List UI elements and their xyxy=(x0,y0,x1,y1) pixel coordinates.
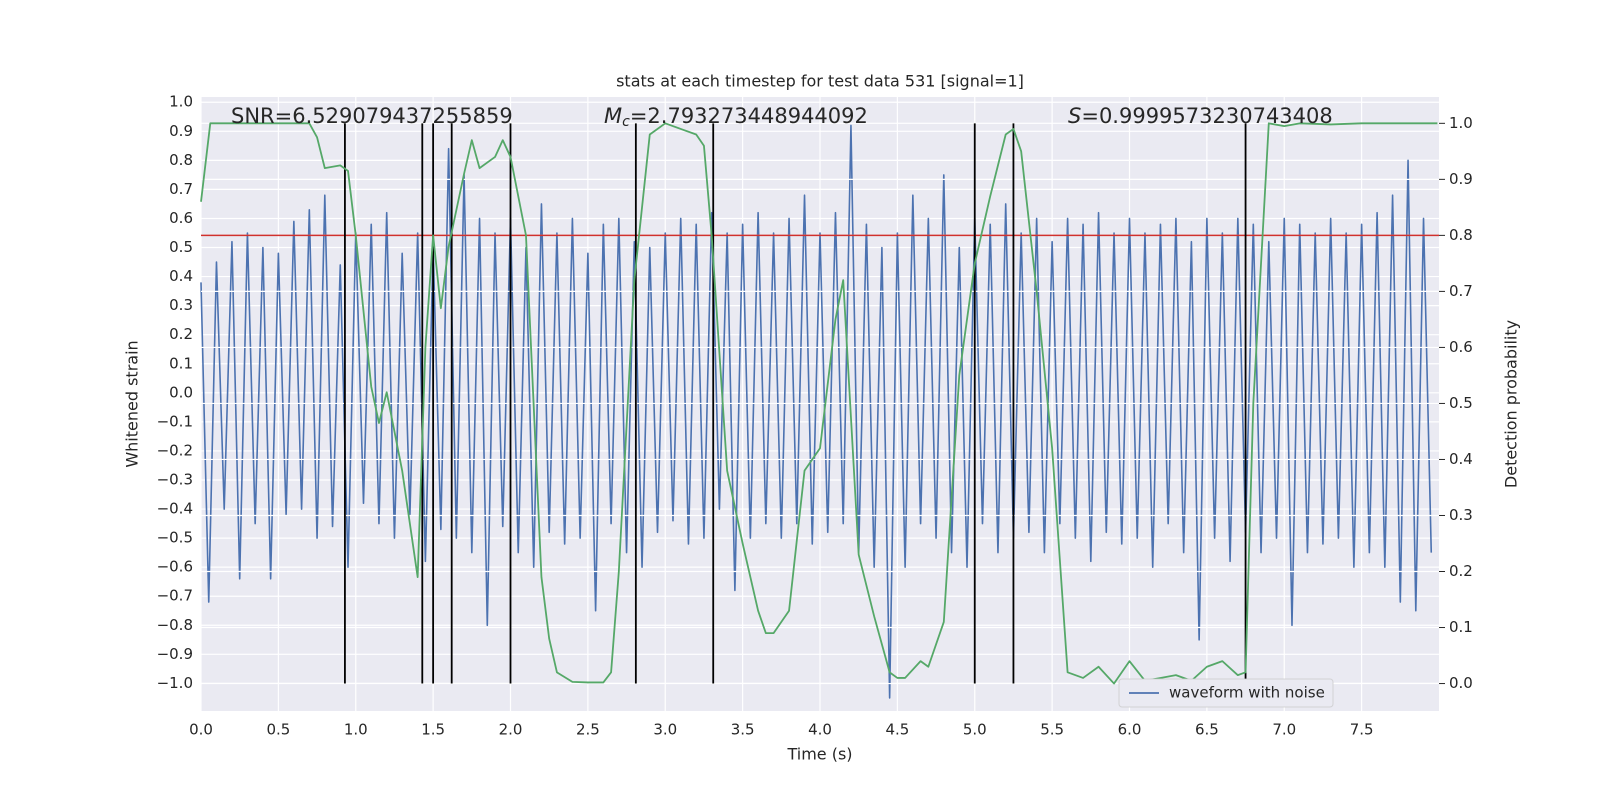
y-tick-label: 0.0 xyxy=(169,383,193,401)
y2-tick-label: 1.0 xyxy=(1449,114,1473,132)
annotation-text: SNR=6.529079437255859 xyxy=(231,104,513,128)
x-tick-label: 4.0 xyxy=(808,721,832,739)
y-tick-label: −0.3 xyxy=(157,470,193,488)
y2-tick-label: 0.1 xyxy=(1449,618,1473,636)
y2-tick-label: 0.9 xyxy=(1449,170,1473,188)
y-tick-label: 0.3 xyxy=(169,296,193,314)
x-tick-label: 7.0 xyxy=(1272,721,1296,739)
annotation-subscript: c xyxy=(622,114,630,130)
x-tick-label: 1.0 xyxy=(344,721,368,739)
series-line xyxy=(200,124,1433,699)
x-tick-label: 7.5 xyxy=(1350,721,1374,739)
annotation-symbol: S xyxy=(1068,104,1081,128)
x-tick-label: 6.0 xyxy=(1118,721,1142,739)
y-tick-label: 1.0 xyxy=(169,93,193,111)
y-tick-label: −0.4 xyxy=(157,500,193,518)
y2-tick-label: 0.5 xyxy=(1449,394,1473,412)
y-tick-label: 0.2 xyxy=(169,325,193,343)
y-tick-label: −0.2 xyxy=(157,441,193,459)
x-tick-label: 2.5 xyxy=(576,721,600,739)
y-tick-label: 0.4 xyxy=(169,267,193,285)
y2-axis-label: Detection probability xyxy=(1502,320,1521,488)
y-tick-label: 0.7 xyxy=(169,180,193,198)
legend-box xyxy=(1118,678,1334,708)
x-tick-label: 3.0 xyxy=(653,721,677,739)
annotation: SNR=6.529079437255859 xyxy=(231,104,513,128)
x-tick-label: 0.0 xyxy=(189,721,213,739)
x-axis-label: Time (s) xyxy=(786,745,852,764)
y-tick-label: −0.6 xyxy=(157,558,193,576)
legend-label: waveform with noise xyxy=(1169,684,1325,702)
y-tick-label: 0.6 xyxy=(169,209,193,227)
x-tick-label: 5.0 xyxy=(963,721,987,739)
y-tick-label: −0.5 xyxy=(157,529,193,547)
y-tick-label: −0.7 xyxy=(157,587,193,605)
annotation-text: =2.793273448944092 xyxy=(630,104,868,128)
annotation: S=0.9999573230743408 xyxy=(1068,104,1333,128)
annotation-symbol: M xyxy=(604,104,622,128)
annotation: Mc=2.793273448944092 xyxy=(604,104,868,130)
y-tick-label: −0.9 xyxy=(157,645,193,663)
y2-tick-label: 0.0 xyxy=(1449,674,1473,692)
y-tick-label: −0.8 xyxy=(157,616,193,634)
chart-title: stats at each timestep for test data 531… xyxy=(616,72,1024,91)
x-tick-label: 6.5 xyxy=(1195,721,1219,739)
series-line xyxy=(200,122,1438,685)
y-tick-label: 0.5 xyxy=(169,238,193,256)
y2-tick-label: 0.8 xyxy=(1449,226,1473,244)
y-tick-label: −0.1 xyxy=(157,412,193,430)
y2-tick-label: 0.7 xyxy=(1449,282,1473,300)
y-tick-label: −1.0 xyxy=(157,674,193,692)
x-tick-label: 5.5 xyxy=(1040,721,1064,739)
x-tick-label: 0.5 xyxy=(266,721,290,739)
x-tick-label: 4.5 xyxy=(885,721,909,739)
y2-tick-label: 0.6 xyxy=(1449,338,1473,356)
x-tick-label: 1.5 xyxy=(421,721,445,739)
x-tick-label: 3.5 xyxy=(731,721,755,739)
y2-tick-label: 0.2 xyxy=(1449,562,1473,580)
annotation-text: =0.9999573230743408 xyxy=(1081,104,1332,128)
y-axis-label: Whitened strain xyxy=(123,340,142,467)
y-tick-label: 0.8 xyxy=(169,151,193,169)
x-tick-label: 2.0 xyxy=(499,721,523,739)
y2-tick-label: 0.3 xyxy=(1449,506,1473,524)
y-tick-label: 0.1 xyxy=(169,354,193,372)
y2-tick-label: 0.4 xyxy=(1449,450,1473,468)
y-tick-label: 0.9 xyxy=(169,122,193,140)
